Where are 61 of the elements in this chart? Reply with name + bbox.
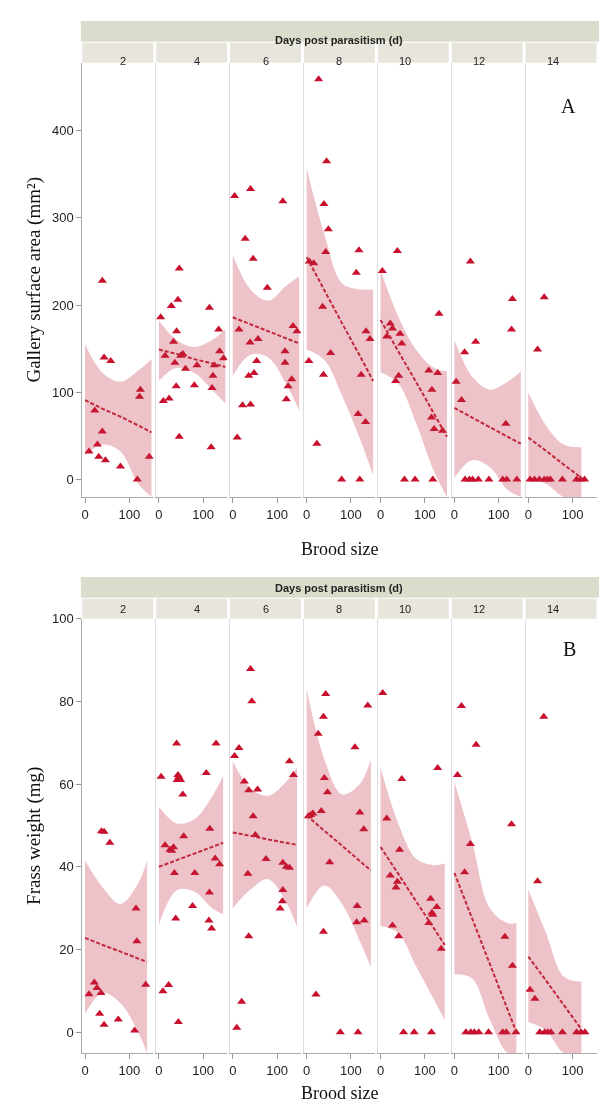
annotation: A (561, 95, 576, 117)
x-tick-label: 0 (229, 1062, 237, 1078)
x-tick-label: 100 (413, 1062, 436, 1078)
chart-title: 2 (120, 603, 127, 615)
x-tick-label: 0 (524, 506, 532, 522)
x-tick-label: 100 (487, 506, 510, 522)
x-tick-label: 0 (450, 1062, 459, 1078)
chart-title: 10 (399, 55, 412, 67)
y-tick-label: 0 (66, 472, 74, 488)
x-tick-label: 0 (303, 506, 311, 522)
x-tick-label: 100 (413, 506, 436, 522)
y-axis-title: Gallery surface area (mm²) (22, 176, 45, 383)
x-axis-title: Brood size (301, 539, 379, 559)
chart-title: 6 (263, 603, 270, 615)
x-tick-label: 100 (561, 506, 584, 522)
y-tick-label: 60 (59, 776, 74, 792)
y-tick-label: 40 (59, 859, 74, 875)
chart-title: 12 (473, 603, 486, 615)
y-tick-label: 100 (52, 611, 74, 627)
y-tick-label: 0 (66, 1024, 74, 1040)
chart-title: 8 (336, 603, 343, 615)
chart-title: 8 (336, 55, 343, 67)
chart-title: 14 (547, 603, 560, 615)
y-tick-label: 100 (52, 384, 74, 400)
y-tick-label: 400 (52, 123, 74, 139)
x-tick-label: 100 (340, 506, 362, 522)
x-tick-label: 0 (229, 506, 237, 522)
x-tick-label: 0 (81, 1062, 89, 1078)
x-tick-label: 100 (266, 1062, 288, 1078)
chart-subtitle: Days post parasitism (d) (275, 34, 404, 46)
x-tick-label: 100 (340, 1062, 362, 1078)
chart-title: 12 (473, 55, 486, 67)
chart-title: 10 (399, 603, 412, 615)
chart-title: 14 (547, 55, 560, 67)
y-tick-label: 80 (59, 693, 74, 709)
x-tick-label: 0 (155, 1062, 163, 1078)
x-tick-label: 0 (524, 1062, 532, 1078)
x-tick-label: 0 (303, 1062, 311, 1078)
chart-title: 4 (194, 55, 201, 67)
chart-title: 2 (120, 55, 127, 67)
y-tick-label: 200 (52, 297, 74, 313)
y-tick-label: 300 (52, 210, 74, 226)
x-tick-label: 100 (487, 1062, 510, 1078)
x-axis-title: Brood size (301, 1083, 379, 1103)
x-tick-label: 100 (118, 1062, 141, 1078)
chart-subtitle: Days post parasitism (d) (275, 582, 404, 594)
x-tick-label: 0 (155, 506, 163, 522)
x-tick-label: 0 (81, 506, 89, 522)
x-tick-label: 100 (192, 506, 215, 522)
y-axis-title: Frass weight (mg) (22, 766, 45, 905)
x-tick-label: 0 (450, 506, 459, 522)
chart-title: 4 (194, 603, 201, 615)
x-tick-label: 100 (192, 1062, 215, 1078)
chart-title: 6 (263, 55, 270, 67)
x-tick-label: 100 (266, 506, 288, 522)
y-tick-label: 20 (59, 942, 74, 958)
annotation: B (563, 638, 577, 660)
x-tick-label: 100 (118, 506, 141, 522)
x-tick-label: 0 (376, 506, 385, 522)
x-tick-label: 0 (376, 1062, 385, 1078)
x-tick-label: 100 (561, 1062, 584, 1078)
